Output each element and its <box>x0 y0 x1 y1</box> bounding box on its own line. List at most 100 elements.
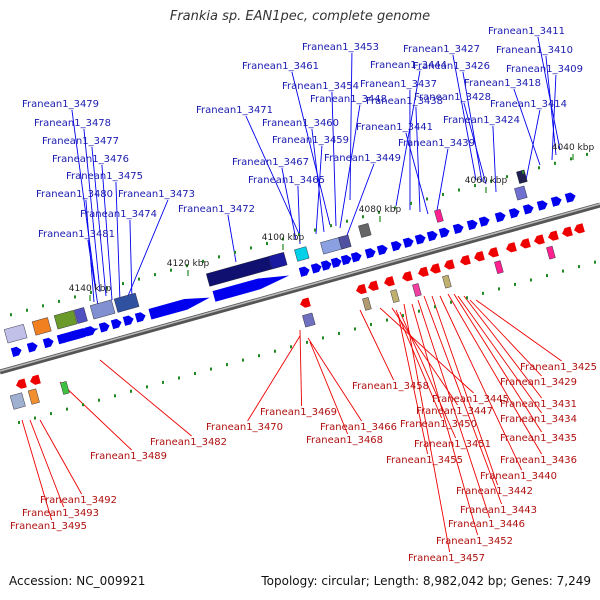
gene <box>522 204 534 215</box>
gene-arrow <box>10 346 22 357</box>
gene <box>113 292 140 313</box>
backbone <box>0 202 600 375</box>
forward-gene-label: Franean1_3426 <box>413 61 490 72</box>
marker-tick <box>586 152 588 156</box>
gene-box <box>412 283 422 297</box>
kbp-tick-label: 4040 kbp <box>552 143 595 153</box>
gene <box>73 307 88 324</box>
marker-tick <box>202 259 204 263</box>
gene <box>438 227 450 238</box>
forward-gene-label: Franean1_3475 <box>66 171 143 182</box>
kbp-tick-label: 4120 kbp <box>167 259 210 269</box>
gene <box>506 242 517 253</box>
gene <box>268 252 288 270</box>
leader-line <box>127 199 169 297</box>
forward-gene-label: Franean1_3418 <box>464 78 541 89</box>
forward-gene-label: Franean1_3427 <box>403 44 480 55</box>
gene-arrow <box>350 252 362 263</box>
gene <box>412 283 422 297</box>
leader-line <box>309 341 349 435</box>
leader-line <box>91 146 107 297</box>
leader-line <box>87 239 99 307</box>
marker-tick <box>378 210 380 214</box>
marker-tick <box>122 282 124 286</box>
marker-tick <box>418 309 420 313</box>
gene-arrow <box>478 216 490 227</box>
leader-line <box>435 148 449 217</box>
gene <box>338 234 352 250</box>
gene <box>508 208 520 219</box>
gene <box>364 248 376 259</box>
gene-box <box>9 392 26 410</box>
gene-arrow <box>310 263 322 274</box>
gene <box>384 276 395 287</box>
reverse-gene-label: Franean1_3452 <box>436 536 513 547</box>
forward-gene-label: Franean1_3441 <box>356 122 433 133</box>
marker-tick <box>298 233 300 237</box>
gene <box>494 212 506 223</box>
marker-tick <box>514 282 516 286</box>
gene-box <box>3 323 28 344</box>
gene-box <box>362 297 372 311</box>
leader-line <box>59 381 132 451</box>
gene-box <box>89 299 116 320</box>
marker-tick <box>450 300 452 304</box>
gene-arrow <box>330 257 342 268</box>
marker-tick <box>250 246 252 250</box>
marker-tick <box>162 380 164 384</box>
leader-line <box>492 125 497 193</box>
forward-gene-label: Franean1_3409 <box>506 64 583 75</box>
leader-line <box>281 167 297 241</box>
marker-tick <box>578 265 580 269</box>
marker-tick <box>290 345 292 349</box>
forward-gene-label: Franean1_3437 <box>360 79 437 90</box>
marker-tick <box>82 403 84 407</box>
gene <box>478 216 490 227</box>
marker-tick <box>490 179 492 183</box>
marker-tick <box>538 166 540 170</box>
gene <box>356 283 367 295</box>
leader-line <box>99 359 192 437</box>
gene-arrow <box>110 318 122 330</box>
reverse-gene-label: Franean1_3457 <box>408 553 485 564</box>
reverse-gene-label: Franean1_3434 <box>500 414 577 425</box>
gene <box>534 234 545 245</box>
gene <box>3 323 28 344</box>
reverse-gene-label: Franean1_3450 <box>400 419 477 430</box>
gene <box>434 209 444 223</box>
forward-gene-label: Franean1_3448 <box>310 94 387 105</box>
gene-box <box>358 223 372 238</box>
label-leaders <box>21 36 562 553</box>
backbone-line <box>0 202 600 375</box>
leader-line <box>391 307 458 406</box>
leader-line <box>403 303 451 553</box>
gene <box>562 226 573 237</box>
leader-line <box>475 299 562 362</box>
marker-tick <box>34 416 36 420</box>
marker-tick <box>74 295 76 299</box>
leader-line <box>453 293 542 433</box>
gene-arrow <box>460 254 471 266</box>
gene-box <box>53 310 78 330</box>
gene <box>330 257 342 268</box>
map-title: Frankia sp. EAN1pec, complete genome <box>169 9 431 24</box>
reverse-gene-label: Franean1_3455 <box>386 455 463 466</box>
leader-line <box>299 329 303 407</box>
forward-gene-label: Franean1_3438 <box>366 96 443 107</box>
gene <box>340 254 352 266</box>
gene <box>564 192 576 203</box>
reverse-gene-label: Franean1_3445 <box>432 394 509 405</box>
gene-box <box>494 260 504 274</box>
marker-tick <box>170 268 172 272</box>
marker-tick <box>346 219 348 223</box>
leader-line <box>311 128 325 233</box>
gene <box>298 266 310 277</box>
gene-arrow <box>534 234 545 245</box>
gene <box>516 169 528 184</box>
gene <box>98 322 110 333</box>
gene-box <box>546 245 556 260</box>
leader-line <box>115 181 121 303</box>
gene-arrow <box>418 266 429 277</box>
forward-gene-label: Franean1_3444 <box>370 60 447 71</box>
gene <box>302 312 316 328</box>
